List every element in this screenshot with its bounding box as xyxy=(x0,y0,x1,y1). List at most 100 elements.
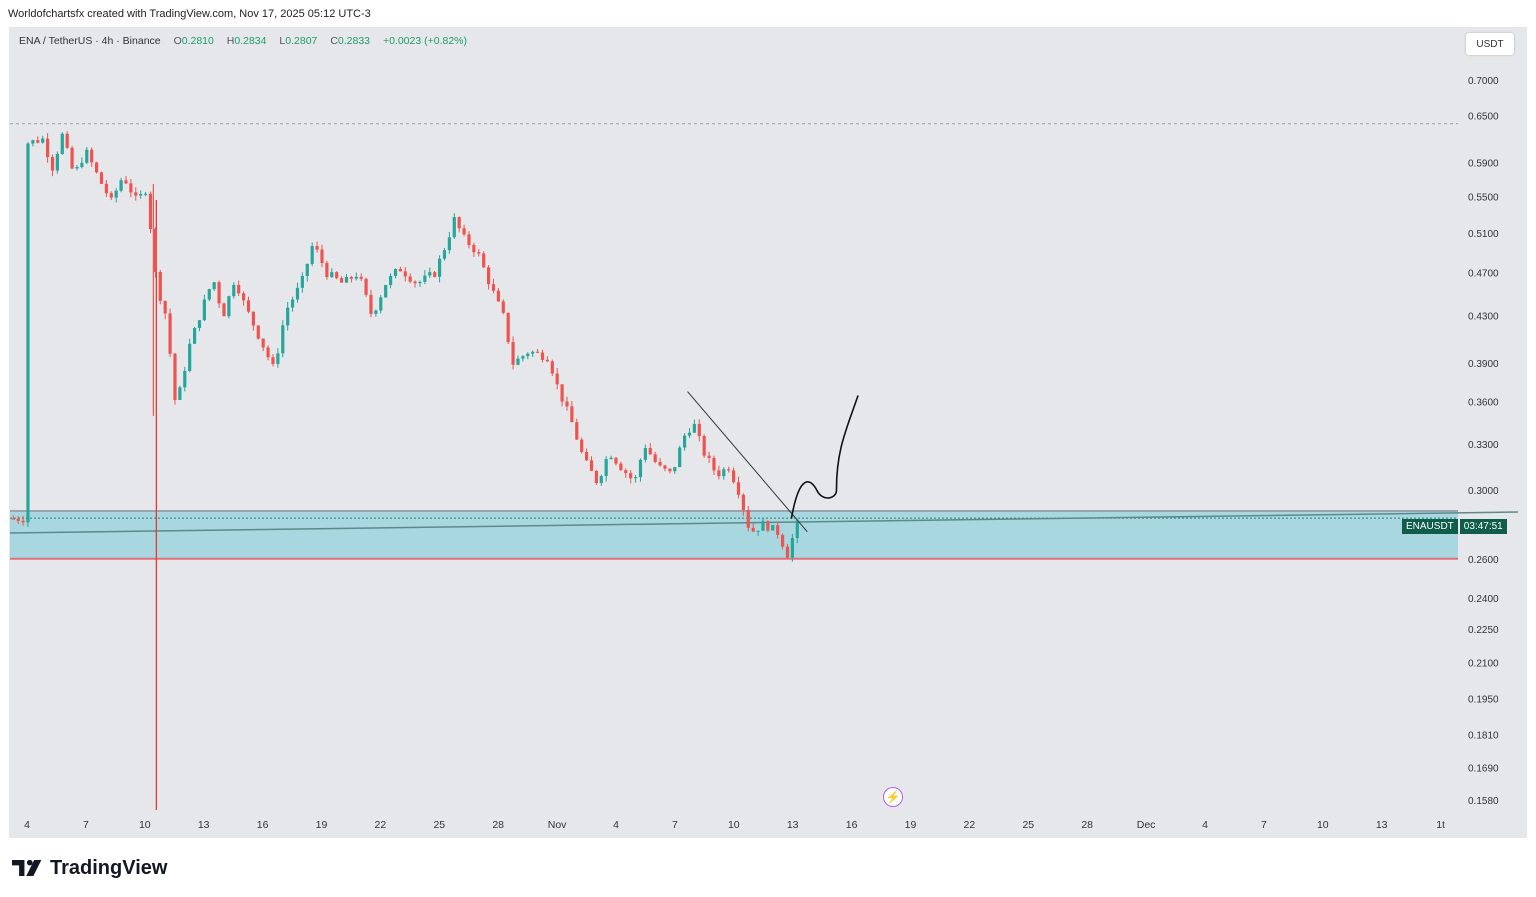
x-tick-label: 28 xyxy=(492,819,504,831)
currency-unit-button[interactable]: USDT xyxy=(1466,33,1514,55)
candle-body xyxy=(26,143,30,523)
candle-body xyxy=(780,534,785,547)
tradingview-logo-icon xyxy=(12,859,42,876)
lightning-icon[interactable]: ⚡ xyxy=(883,787,903,807)
x-tick-label: 4 xyxy=(24,819,30,831)
projection-path xyxy=(790,395,859,519)
candle-body xyxy=(702,436,706,456)
x-tick-label: Nov xyxy=(548,819,567,831)
candle-body xyxy=(731,470,736,483)
candle-body xyxy=(246,300,251,312)
candle-body xyxy=(467,234,471,246)
candle-body xyxy=(143,193,148,195)
y-tick-label: 0.3900 xyxy=(1468,359,1499,370)
candle-body xyxy=(433,272,437,277)
candle-body xyxy=(50,157,55,171)
candle-body xyxy=(771,525,775,531)
support-zone xyxy=(10,511,1458,559)
candle-body xyxy=(423,275,427,282)
candle-body xyxy=(104,183,108,194)
candle-body xyxy=(75,167,79,169)
candle-body xyxy=(163,300,167,314)
x-tick-label: 7 xyxy=(672,819,678,831)
candle-body xyxy=(237,284,241,294)
x-tick-label: 10 xyxy=(139,819,151,831)
candle-body xyxy=(261,338,265,348)
brand-name: TradingView xyxy=(50,856,168,879)
y-tick-label: 0.1580 xyxy=(1468,796,1499,807)
candle-body xyxy=(491,284,496,291)
y-tick-label: 0.2100 xyxy=(1468,659,1499,670)
candle-body xyxy=(266,347,270,358)
candle-body xyxy=(516,358,520,365)
candle-body xyxy=(339,278,344,283)
y-tick-label: 0.2600 xyxy=(1468,555,1499,566)
candle-body xyxy=(212,282,216,290)
y-tick-label: 0.1810 xyxy=(1468,730,1499,741)
chart-frame[interactable] xyxy=(9,27,1527,838)
legend-symbol: ENA / TetherUS · 4h · Binance xyxy=(19,35,161,47)
candle-body xyxy=(570,406,574,423)
candle-body xyxy=(462,228,466,235)
candle-body xyxy=(452,217,456,238)
candle-body xyxy=(36,140,40,143)
candle-body xyxy=(65,133,69,148)
y-tick-label: 0.2250 xyxy=(1468,625,1499,636)
candle-body xyxy=(413,281,417,284)
candle-body xyxy=(565,401,569,407)
candle-body xyxy=(114,190,118,198)
candle-body xyxy=(707,455,711,458)
candle-body xyxy=(682,435,687,448)
candle-body xyxy=(344,276,349,283)
candle-body xyxy=(511,342,515,365)
candle-body xyxy=(418,281,422,284)
candle-body xyxy=(486,267,491,285)
candle-body xyxy=(619,463,623,471)
candle-body xyxy=(717,470,721,477)
candle-body xyxy=(658,462,662,466)
candle-body xyxy=(207,289,211,300)
y-tick-label: 0.1950 xyxy=(1468,694,1499,705)
y-tick-label: 0.5900 xyxy=(1468,159,1499,170)
price-tag-symbol: ENAUSDT xyxy=(1402,519,1458,534)
current-price-tag: ENAUSDT 03:47:51 xyxy=(1402,519,1507,534)
candle-body xyxy=(60,133,64,154)
legend-low-label: L xyxy=(279,35,286,47)
x-tick-label: 4 xyxy=(613,819,619,831)
candle-body xyxy=(188,343,192,371)
candle-body xyxy=(540,352,545,360)
candle-body xyxy=(648,448,652,455)
candle-body xyxy=(545,359,549,362)
candle-body xyxy=(673,467,677,472)
candle-body xyxy=(109,193,113,198)
candle-body xyxy=(330,272,334,278)
candle-body xyxy=(521,356,525,359)
x-tick-label: 13 xyxy=(1376,819,1388,831)
ohlc-legend: ENA / TetherUS · 4h · Binance O0.2810 H0… xyxy=(19,35,467,47)
candle-body xyxy=(746,510,750,528)
x-tick-label: 28 xyxy=(1081,819,1093,831)
y-tick-label: 0.6500 xyxy=(1468,112,1499,123)
candle-body xyxy=(457,217,461,229)
candle-body xyxy=(286,307,290,326)
candle-body xyxy=(697,423,701,437)
candle-body xyxy=(624,470,628,474)
candle-body xyxy=(384,285,388,298)
candle-body xyxy=(90,149,94,163)
candle-body xyxy=(70,147,74,169)
candle-body xyxy=(776,525,780,535)
candle-body xyxy=(442,250,447,259)
y-tick-label: 0.3300 xyxy=(1468,440,1499,451)
candle-body xyxy=(437,258,442,277)
price-tag-countdown: 03:47:51 xyxy=(1459,519,1507,534)
candle-body xyxy=(129,183,133,193)
candle-body xyxy=(609,457,613,460)
x-tick-label: 10 xyxy=(1317,819,1329,831)
candle-body xyxy=(241,293,246,301)
candle-body xyxy=(192,327,197,344)
x-tick-label: 22 xyxy=(375,819,387,831)
candle-body xyxy=(178,387,182,400)
candle-body xyxy=(584,451,589,461)
candle-body xyxy=(482,253,486,268)
